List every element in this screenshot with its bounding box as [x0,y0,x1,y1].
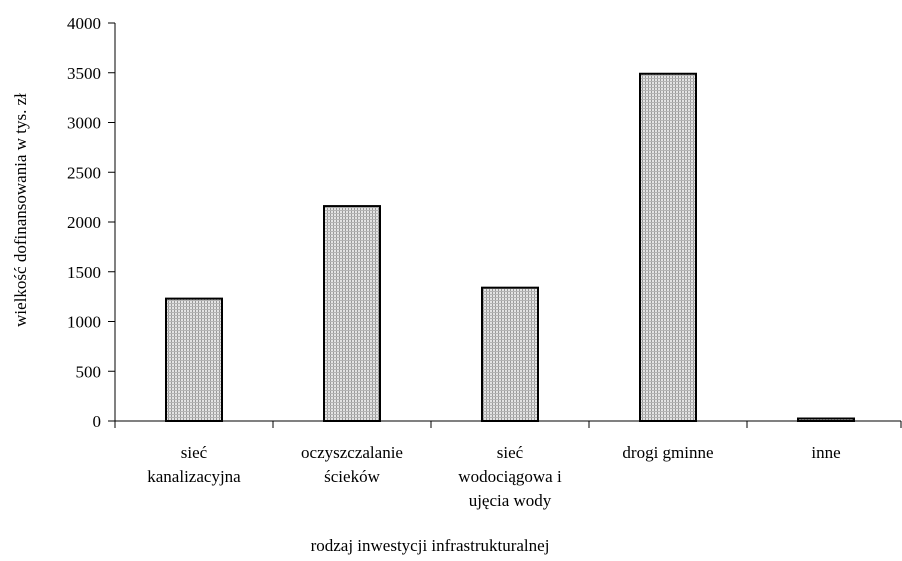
x-category-label: ujęcia wody [469,491,552,510]
bars [165,72,855,423]
bar [639,72,697,423]
bar [481,286,539,423]
y-axis-title: wielkość dofinansowania w tys. zł [11,93,30,327]
x-category-label: wodociągowa i [458,467,562,486]
bar [797,417,855,423]
y-tick-label: 500 [76,362,102,381]
x-axis [114,420,902,428]
y-tick-label: 0 [93,412,102,431]
x-category-label: sieć [497,443,524,462]
x-axis-title: rodzaj inwestycji infrastrukturalnej [311,536,550,555]
y-axis: 0 500 1000 1500 2000 2500 3000 3500 4000 [67,14,116,431]
x-category-label: drogi gminne [622,443,713,462]
bar [323,205,381,422]
y-tick-label: 3000 [67,114,101,133]
bar [165,297,223,422]
x-category-label: sieć [181,443,208,462]
y-tick-label: 3500 [67,64,101,83]
category-labels: sieć kanalizacyjna oczyszczalanie ścieków si… [147,443,840,510]
x-category-label: oczyszczalanie [301,443,403,462]
y-tick-label: 4000 [67,14,101,33]
y-tick-label: 1000 [67,313,101,332]
x-category-label: inne [811,443,840,462]
y-tick-label: 2500 [67,163,101,182]
x-category-label: ścieków [324,467,380,486]
y-tick-label: 1500 [67,263,101,282]
x-category-label: kanalizacyjna [147,467,241,486]
y-tick-label: 2000 [67,213,101,232]
